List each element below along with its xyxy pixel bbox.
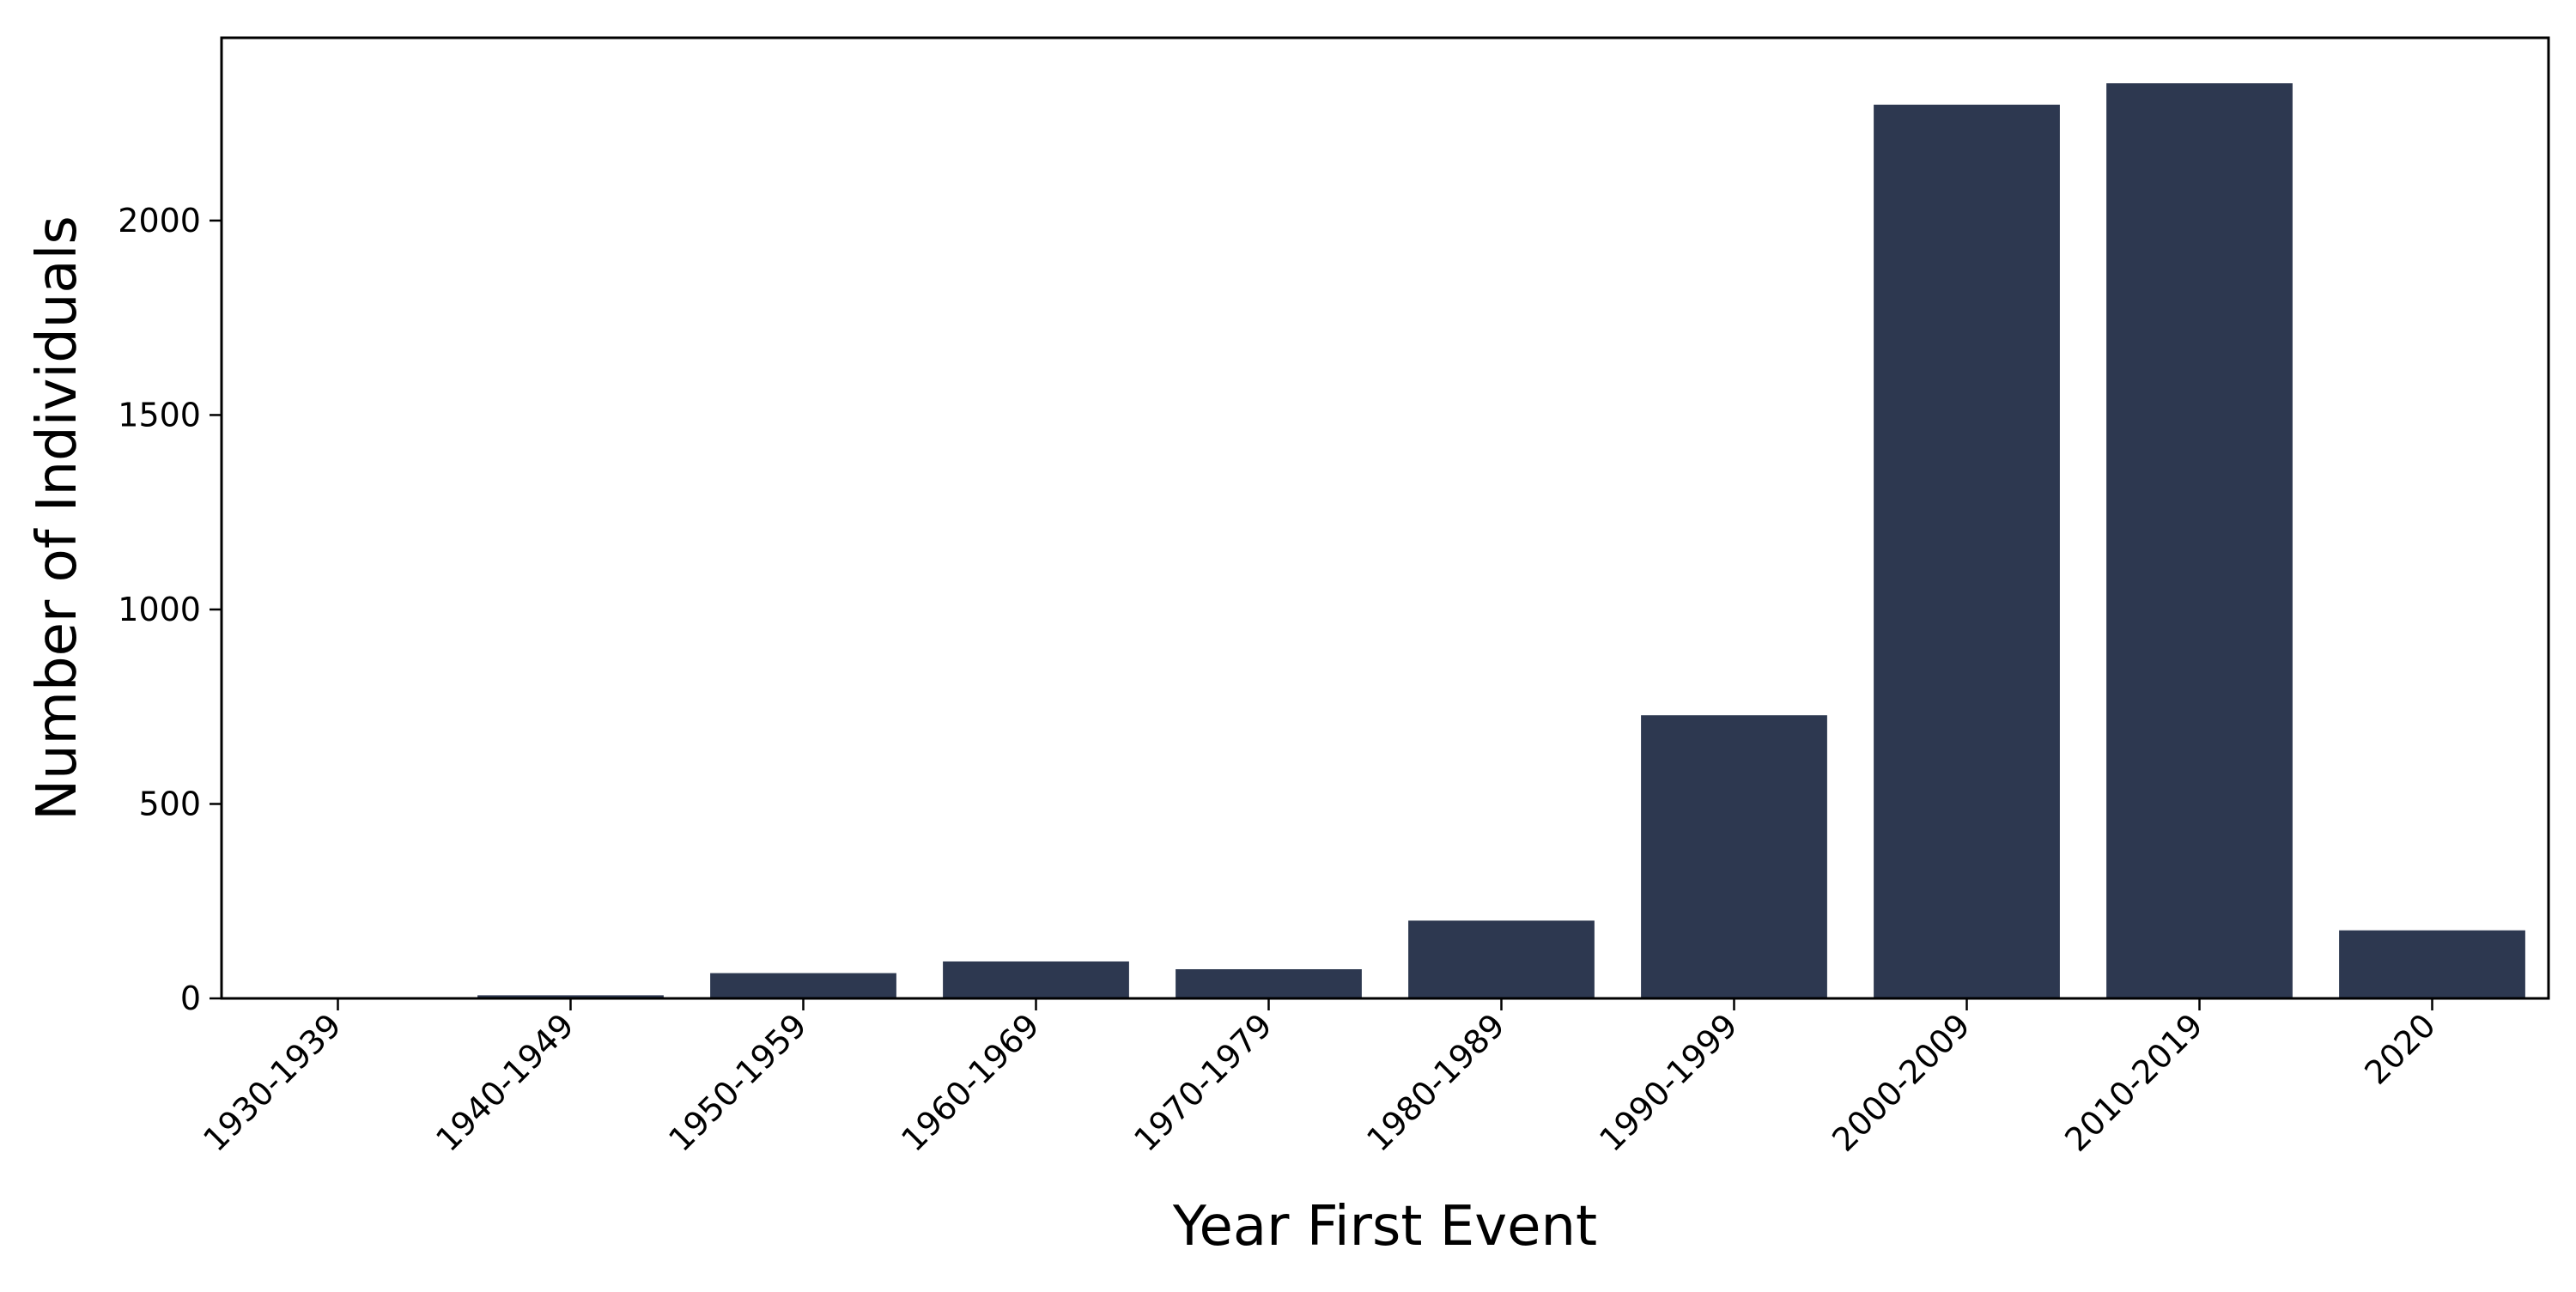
- y-tick-label: 0: [180, 980, 201, 1017]
- y-tick-label: 1500: [118, 396, 201, 434]
- x-axis: 1930-1939 1940-1949 1950-1959 1960-1969 1970…: [196, 998, 2443, 1159]
- x-tick-label: 2000-2009: [1825, 1006, 1978, 1159]
- bar-2010-2019: [2106, 83, 2293, 999]
- y-tick-label: 2000: [118, 202, 201, 240]
- bar-1950-1959: [710, 973, 896, 998]
- y-axis-title: Number of Individuals: [26, 215, 89, 821]
- bar-1940-1949: [477, 995, 664, 998]
- bar-1960-1969: [943, 961, 1129, 998]
- x-tick-label: 1970-1979: [1127, 1006, 1279, 1159]
- bar-2020: [2339, 930, 2525, 998]
- bar-1990-1999: [1641, 715, 1827, 998]
- x-axis-title: Year First Event: [1172, 1195, 1597, 1259]
- bar-2000-2009: [1874, 104, 2060, 999]
- x-tick-label: 1940-1949: [428, 1006, 581, 1159]
- bars-layer: [245, 83, 2525, 999]
- x-tick-label: 1960-1969: [894, 1006, 1047, 1159]
- bar-1970-1979: [1176, 969, 1362, 998]
- bar-1980-1989: [1408, 920, 1595, 998]
- y-tick-label: 1000: [118, 591, 201, 628]
- x-tick-label: 1980-1989: [1359, 1006, 1512, 1159]
- plot-frame: [220, 36, 2550, 1000]
- y-tick-label: 500: [138, 785, 201, 822]
- y-axis: 0 500 1000 1500 2000: [118, 202, 222, 1017]
- x-tick-label: 1930-1939: [196, 1006, 349, 1159]
- x-tick-label: 2010-2019: [2057, 1006, 2210, 1159]
- x-tick-label: 2020: [2357, 1006, 2443, 1092]
- x-tick-label: 1950-1959: [661, 1006, 814, 1159]
- x-tick-label: 1990-1999: [1592, 1006, 1745, 1159]
